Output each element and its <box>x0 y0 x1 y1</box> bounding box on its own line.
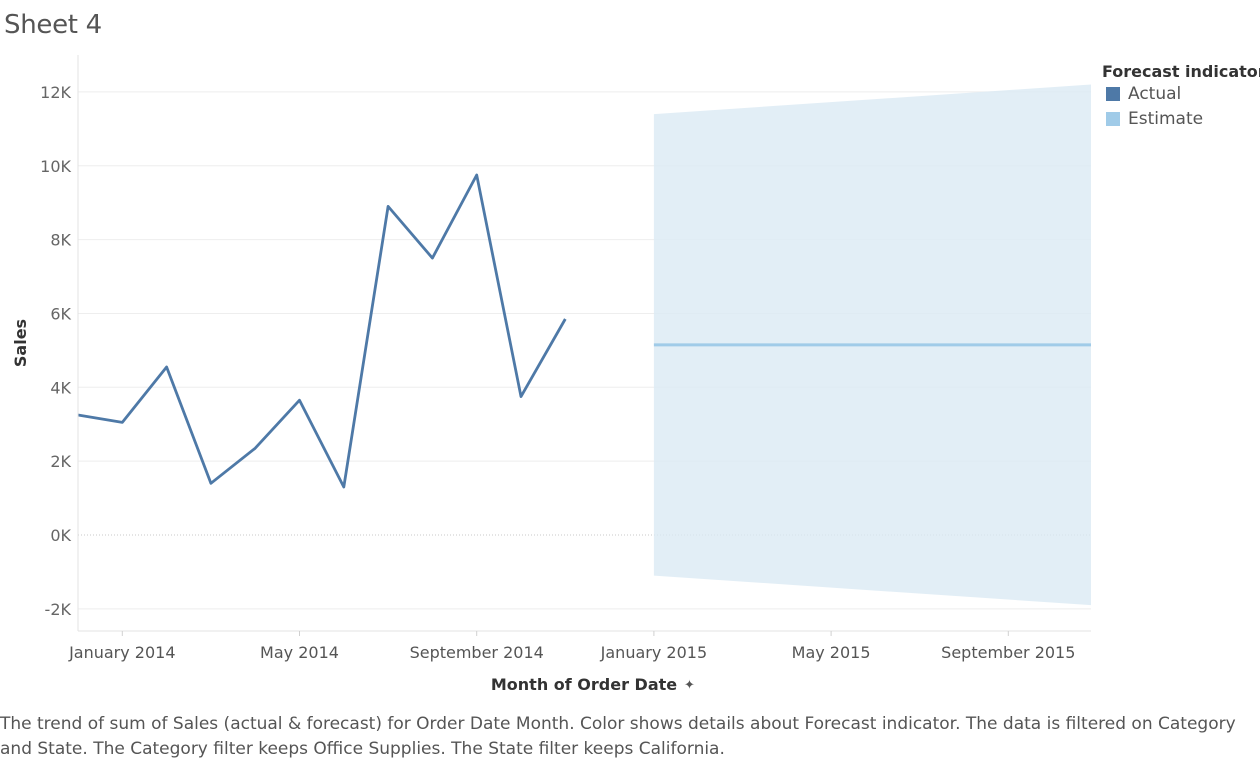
x-tick-label: May 2014 <box>260 643 339 662</box>
sales-forecast-chart: -2K 0K 2K 4K 6K 8K 10K 12K January 2014 May 2014 S… <box>11 55 1091 694</box>
data-point-actual[interactable] <box>250 443 260 453</box>
y-tick-label: 2K <box>50 452 71 471</box>
data-point-actual[interactable] <box>560 314 570 324</box>
y-tick-label: 4K <box>50 378 71 397</box>
data-point-actual[interactable] <box>472 170 482 180</box>
tick-labels: -2K 0K 2K 4K 6K 8K 10K 12K January 2014 May 2014 S… <box>40 83 1075 662</box>
legend: Forecast indicator Actual Estimate <box>1102 62 1260 131</box>
data-point-actual[interactable] <box>383 201 393 211</box>
legend-swatch-actual <box>1106 86 1120 101</box>
legend-item-estimate[interactable]: Estimate <box>1106 106 1260 131</box>
x-tick-label: January 2015 <box>600 643 707 662</box>
y-tick-label: 12K <box>40 83 71 102</box>
legend-label: Actual <box>1128 83 1182 104</box>
axes <box>77 55 1091 636</box>
y-tick-label: 6K <box>50 304 71 323</box>
caption: The trend of sum of Sales (actual & fore… <box>0 714 1236 759</box>
x-tick-label: January 2014 <box>68 643 175 662</box>
x-tick-label: September 2014 <box>410 643 544 662</box>
data-point-actual[interactable] <box>427 253 437 263</box>
legend-item-actual[interactable]: Actual <box>1106 81 1260 106</box>
x-tick-label: September 2015 <box>941 643 1075 662</box>
series-lines[interactable] <box>73 170 1091 492</box>
y-tick-label: 8K <box>50 231 71 250</box>
y-axis-title[interactable]: Sales <box>11 319 30 367</box>
y-tick-label: 0K <box>50 526 71 545</box>
series-line-actual[interactable] <box>77 173 567 489</box>
data-point-actual[interactable] <box>295 395 305 405</box>
x-axis-title[interactable]: Month of Order Date <box>491 675 677 694</box>
y-tick-label: -2K <box>45 600 72 619</box>
legend-swatch-estimate <box>1106 111 1120 126</box>
data-point-actual[interactable] <box>117 417 127 427</box>
legend-label: Estimate <box>1128 108 1204 129</box>
data-point-actual[interactable] <box>516 392 526 402</box>
x-tick-label: May 2015 <box>792 643 871 662</box>
data-point-actual[interactable] <box>339 482 349 492</box>
data-point-actual[interactable] <box>162 362 172 372</box>
y-tick-label: 10K <box>40 157 71 176</box>
legend-title: Forecast indicator <box>1102 62 1260 81</box>
data-point-actual[interactable] <box>206 478 216 488</box>
pin-icon[interactable]: ✦ <box>684 678 695 693</box>
sheet-title: Sheet 4 <box>4 10 102 40</box>
